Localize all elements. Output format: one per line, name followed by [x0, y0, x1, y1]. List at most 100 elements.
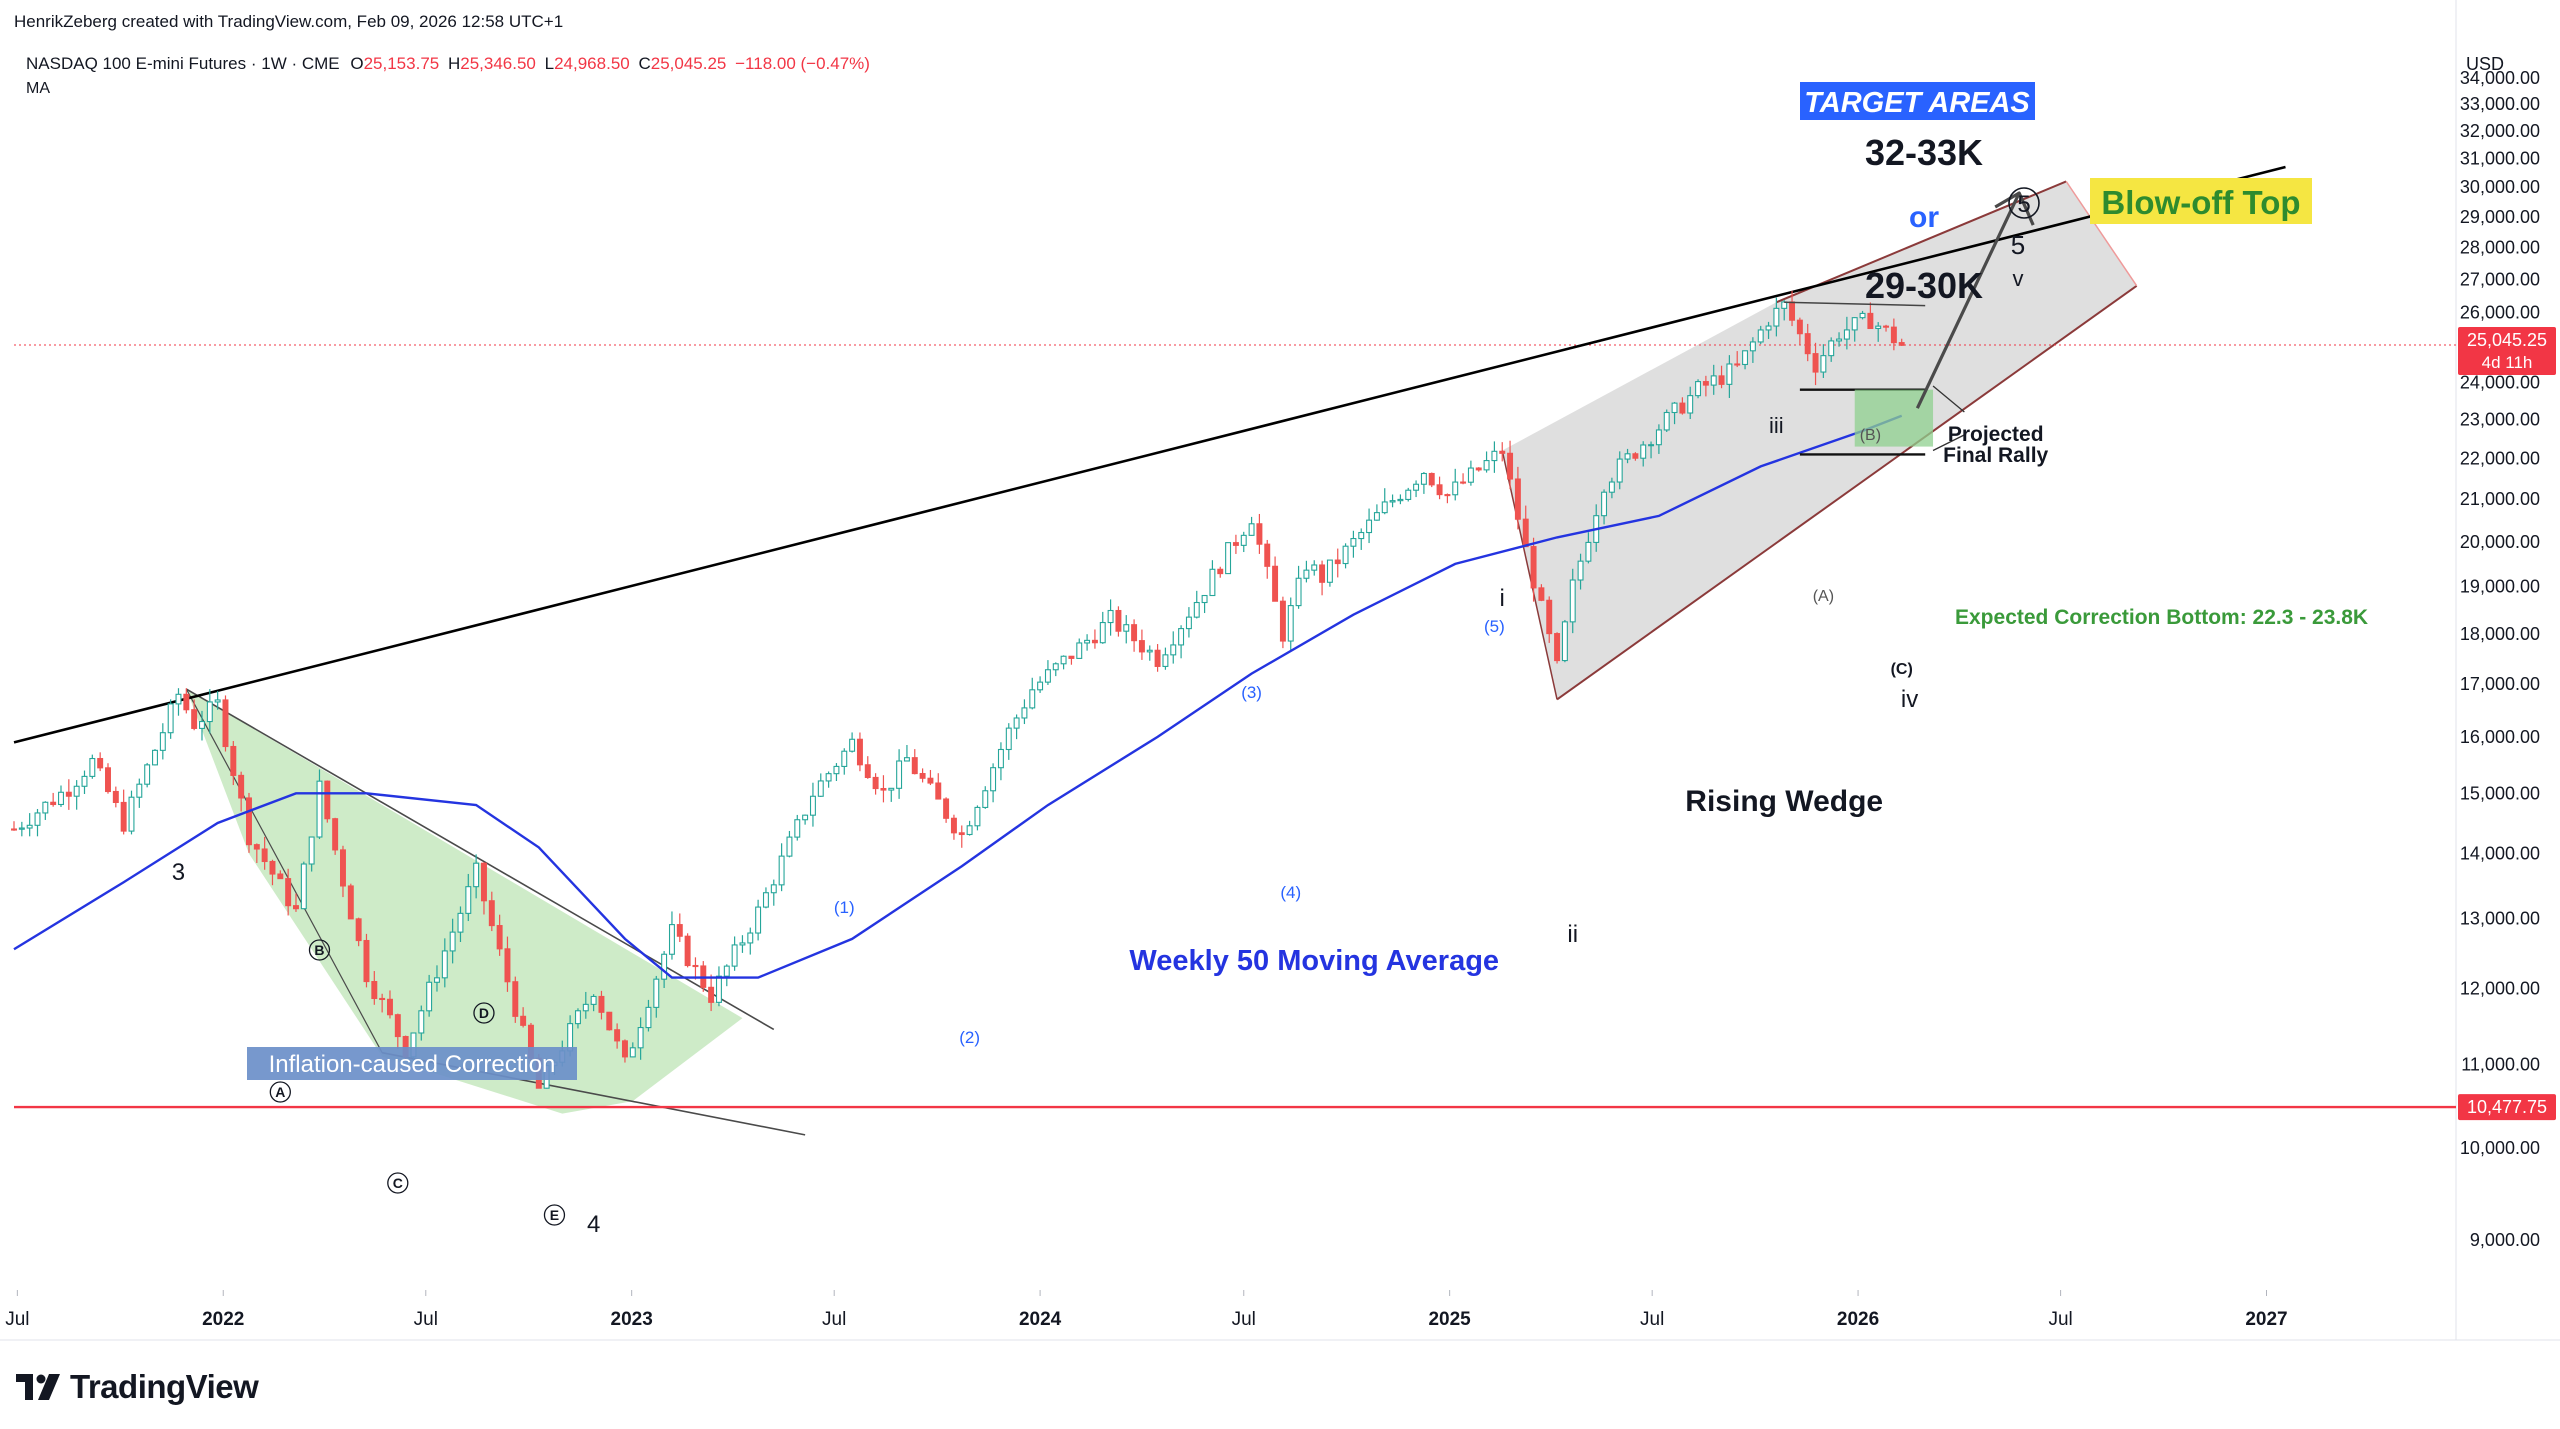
candle-body-778: [1867, 312, 1874, 330]
candle-body-178: [300, 863, 307, 910]
candle-body-514: [1178, 628, 1185, 646]
candle-body-298: [614, 1029, 621, 1042]
candle-body-595: [1389, 500, 1396, 503]
wave-circle-b-ring-800: [308, 939, 331, 961]
candle-body-541: [1248, 523, 1255, 536]
candle-773: [1859, 310, 1866, 320]
candle-body-721: [1718, 375, 1725, 385]
candle-body-367: [794, 819, 801, 838]
candle-725: [1734, 351, 1741, 368]
candle-455: [1029, 677, 1036, 710]
candle-338: [723, 964, 730, 987]
candle-128: [175, 688, 182, 716]
candle-body-130: [175, 693, 182, 705]
candle-body-442: [990, 767, 997, 792]
x-tick-label-32: 2022: [202, 1309, 244, 1330]
candle-497: [1138, 629, 1145, 660]
candle-245: [480, 862, 487, 915]
long-term-trendline-64: [13, 165, 2286, 744]
candle-body-754: [1804, 333, 1811, 355]
wave-iv-label-815: iv: [1901, 686, 1918, 713]
candle-764: [1836, 332, 1843, 347]
candle-body-316: [661, 953, 668, 980]
candle-599: [1405, 487, 1412, 502]
currency-label-2: USD: [2466, 54, 2504, 74]
candle-body-310: [645, 1006, 652, 1029]
candle-137: [199, 710, 205, 741]
candle-503: [1154, 644, 1161, 672]
candle-body-430: [958, 832, 965, 836]
candle-body-370: [802, 814, 809, 821]
candle-767: [1843, 316, 1850, 350]
wave-4-blue-819: (4): [1280, 883, 1301, 902]
candle-617: [1452, 468, 1459, 501]
candle-485: [1107, 599, 1114, 636]
candle-629: [1483, 451, 1490, 473]
candle-95: [89, 754, 96, 779]
candle-body-97: [89, 757, 96, 777]
candle-458: [1037, 676, 1044, 693]
candle-467: [1060, 655, 1067, 670]
candle-146: [222, 695, 229, 752]
candle-body-304: [629, 1047, 636, 1058]
tradingview-logo[interactable]: TradingView: [16, 1368, 259, 1406]
candle-body-742: [1773, 307, 1780, 327]
x-tick-label-44: 2025: [1428, 1309, 1471, 1330]
candle-683: [1624, 448, 1631, 464]
x-tick-label-46: Jul: [1640, 1309, 1664, 1330]
candle-body-292: [598, 995, 605, 1013]
candle-body-751: [1796, 319, 1803, 335]
candle-419: [935, 773, 942, 800]
candle-719: [1718, 365, 1725, 389]
candle-425: [950, 814, 957, 840]
wave-c-paren-823: (C): [1891, 661, 1913, 678]
candle-101: [105, 763, 111, 794]
y-tick-label-11: 26,000.00: [2460, 302, 2540, 322]
candle-body-463: [1044, 669, 1051, 683]
candle-body-139: [199, 720, 205, 729]
candle-650: [1538, 584, 1545, 602]
candle-body-334: [708, 986, 715, 1003]
candle-body-787: [1890, 326, 1897, 344]
candle-body-424: [943, 798, 950, 819]
candle-body-703: [1671, 402, 1678, 414]
candle-614: [1444, 493, 1451, 504]
symbol-name[interactable]: NASDAQ 100 E-mini Futures · 1W · CME: [26, 54, 340, 73]
candle-body-766: [1836, 338, 1843, 342]
candle-body-652: [1538, 587, 1545, 601]
candle-320: [676, 913, 683, 943]
candle-653: [1546, 596, 1553, 643]
candle-632: [1491, 441, 1498, 473]
blowoff-label-841: Blow-off Top: [2101, 184, 2300, 221]
candle-710: [1695, 379, 1702, 399]
candle-body-259: [512, 981, 519, 1017]
wave-circle-e-ring-808: [543, 1204, 566, 1226]
y-tick-label-28: 9,000.00: [2470, 1230, 2540, 1250]
candle-185: [324, 780, 331, 823]
candle-body-661: [1561, 621, 1568, 662]
candle-257: [512, 976, 519, 1023]
candle-body-487: [1107, 609, 1114, 624]
candle-584: [1366, 508, 1373, 544]
candle-572: [1334, 548, 1341, 578]
y-tick-label-18: 19,000.00: [2460, 577, 2540, 597]
low-label: L: [544, 54, 555, 73]
candle-716: [1710, 364, 1717, 395]
candle-383: [841, 748, 848, 775]
candle-362: [786, 830, 793, 858]
candle-752: [1804, 323, 1811, 362]
y-tick-label-9: 28,000.00: [2460, 238, 2540, 258]
wave-circle-a-ring-802: [269, 1081, 291, 1103]
candle-body-511: [1170, 644, 1177, 656]
candle-body-364: [786, 836, 793, 857]
candle-body-469: [1060, 655, 1067, 665]
indicator-legend[interactable]: MA: [26, 80, 50, 97]
candle-body-730: [1742, 350, 1749, 366]
wave-circle-c-805: C: [393, 1175, 403, 1191]
candle-308: [645, 999, 652, 1032]
triangle-left-line-56: [185, 688, 383, 1053]
candle-287: [590, 994, 597, 1012]
candle-422: [943, 797, 950, 823]
candle-701: [1671, 401, 1678, 425]
